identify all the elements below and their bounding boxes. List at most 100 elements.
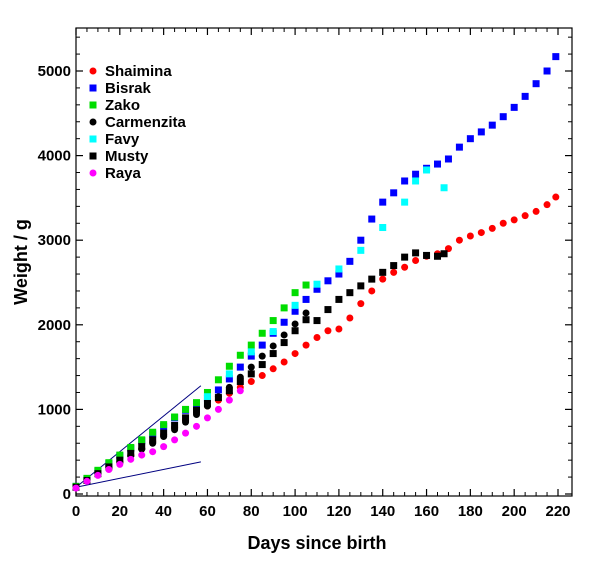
data-point — [182, 405, 190, 413]
x-tick-label: 200 — [502, 503, 527, 520]
data-point — [116, 451, 124, 459]
data-point — [291, 350, 299, 358]
data-point — [193, 422, 200, 430]
series-shaimina — [72, 193, 560, 491]
data-point — [193, 399, 200, 407]
legend-marker — [89, 67, 97, 75]
y-tick-label: 0 — [63, 486, 71, 503]
data-point — [214, 394, 222, 402]
legend-marker — [89, 101, 97, 109]
x-tick-label: 40 — [155, 503, 172, 520]
data-point — [236, 387, 244, 395]
data-point — [499, 113, 507, 121]
data-point — [302, 341, 310, 349]
data-point — [313, 285, 321, 293]
data-point — [203, 388, 211, 396]
legend: ShaiminaBisrakZakoCarmenzitaFavyMustyRay… — [89, 63, 187, 182]
data-point — [160, 429, 168, 437]
data-point — [127, 455, 135, 463]
data-point — [357, 246, 365, 254]
data-point — [269, 328, 277, 336]
data-point — [302, 316, 310, 324]
data-point — [203, 414, 211, 422]
data-point — [258, 352, 266, 360]
data-point — [291, 320, 299, 328]
data-point — [379, 224, 387, 232]
data-point — [488, 121, 496, 129]
data-point — [552, 193, 560, 201]
data-point — [138, 436, 146, 444]
y-tick-label: 1000 — [38, 401, 71, 418]
legend-marker — [89, 152, 97, 160]
data-point — [258, 329, 266, 337]
data-point — [149, 436, 157, 444]
data-point — [412, 177, 420, 185]
series-musty — [72, 249, 448, 491]
data-point — [83, 477, 91, 485]
data-point — [302, 309, 310, 317]
data-point — [214, 405, 222, 413]
x-tick-label: 120 — [326, 503, 351, 520]
data-point — [440, 250, 448, 258]
legend-marker — [89, 135, 97, 143]
data-point — [423, 251, 431, 259]
data-point — [138, 443, 146, 451]
legend-label: Favy — [105, 131, 140, 148]
data-point — [280, 331, 288, 339]
data-point — [269, 317, 277, 325]
x-axis-title: Days since birth — [247, 533, 386, 553]
data-point — [488, 224, 496, 232]
x-tick-label: 20 — [111, 503, 128, 520]
data-point — [280, 339, 288, 347]
x-tick-label: 220 — [545, 503, 570, 520]
data-point — [280, 358, 288, 366]
data-point — [225, 387, 233, 395]
data-point — [444, 155, 452, 163]
data-point — [466, 135, 474, 143]
data-point — [324, 277, 332, 285]
data-point — [236, 363, 244, 371]
data-point — [335, 325, 343, 333]
legend-marker — [89, 84, 97, 92]
data-point — [477, 128, 485, 136]
data-point — [434, 252, 441, 260]
data-point — [149, 428, 157, 436]
data-point — [291, 327, 299, 335]
data-point — [521, 212, 529, 220]
data-point — [379, 275, 387, 283]
x-tick-label: 140 — [370, 503, 395, 520]
data-point — [127, 443, 135, 451]
series-favy — [203, 166, 448, 401]
legend-marker — [89, 169, 97, 177]
data-point — [368, 215, 376, 223]
data-point — [401, 177, 409, 185]
data-point — [171, 421, 179, 429]
data-point — [412, 170, 420, 178]
data-point — [401, 253, 409, 261]
data-point — [160, 443, 168, 451]
data-point — [434, 160, 441, 168]
data-point — [247, 377, 255, 385]
x-tick-label: 60 — [199, 503, 216, 520]
data-point — [379, 268, 387, 276]
data-point — [269, 365, 277, 373]
data-point — [346, 289, 354, 297]
y-axis-ticks: 0 1000 2000 3000 4000 5000 — [38, 36, 572, 503]
data-point — [499, 219, 507, 227]
data-point — [357, 236, 365, 244]
data-point — [390, 262, 398, 270]
y-tick-label: 2000 — [38, 317, 71, 334]
data-point — [324, 327, 332, 335]
data-point — [379, 198, 387, 206]
data-point — [236, 351, 244, 359]
data-point — [390, 268, 398, 276]
data-point — [225, 396, 233, 404]
legend-label: Bisrak — [105, 80, 152, 97]
data-point — [466, 232, 474, 240]
data-point — [302, 295, 310, 303]
y-tick-label: 4000 — [38, 148, 71, 165]
x-tick-label: 0 — [72, 503, 80, 520]
data-point — [149, 448, 157, 456]
data-point — [291, 301, 299, 309]
data-point — [127, 449, 135, 457]
